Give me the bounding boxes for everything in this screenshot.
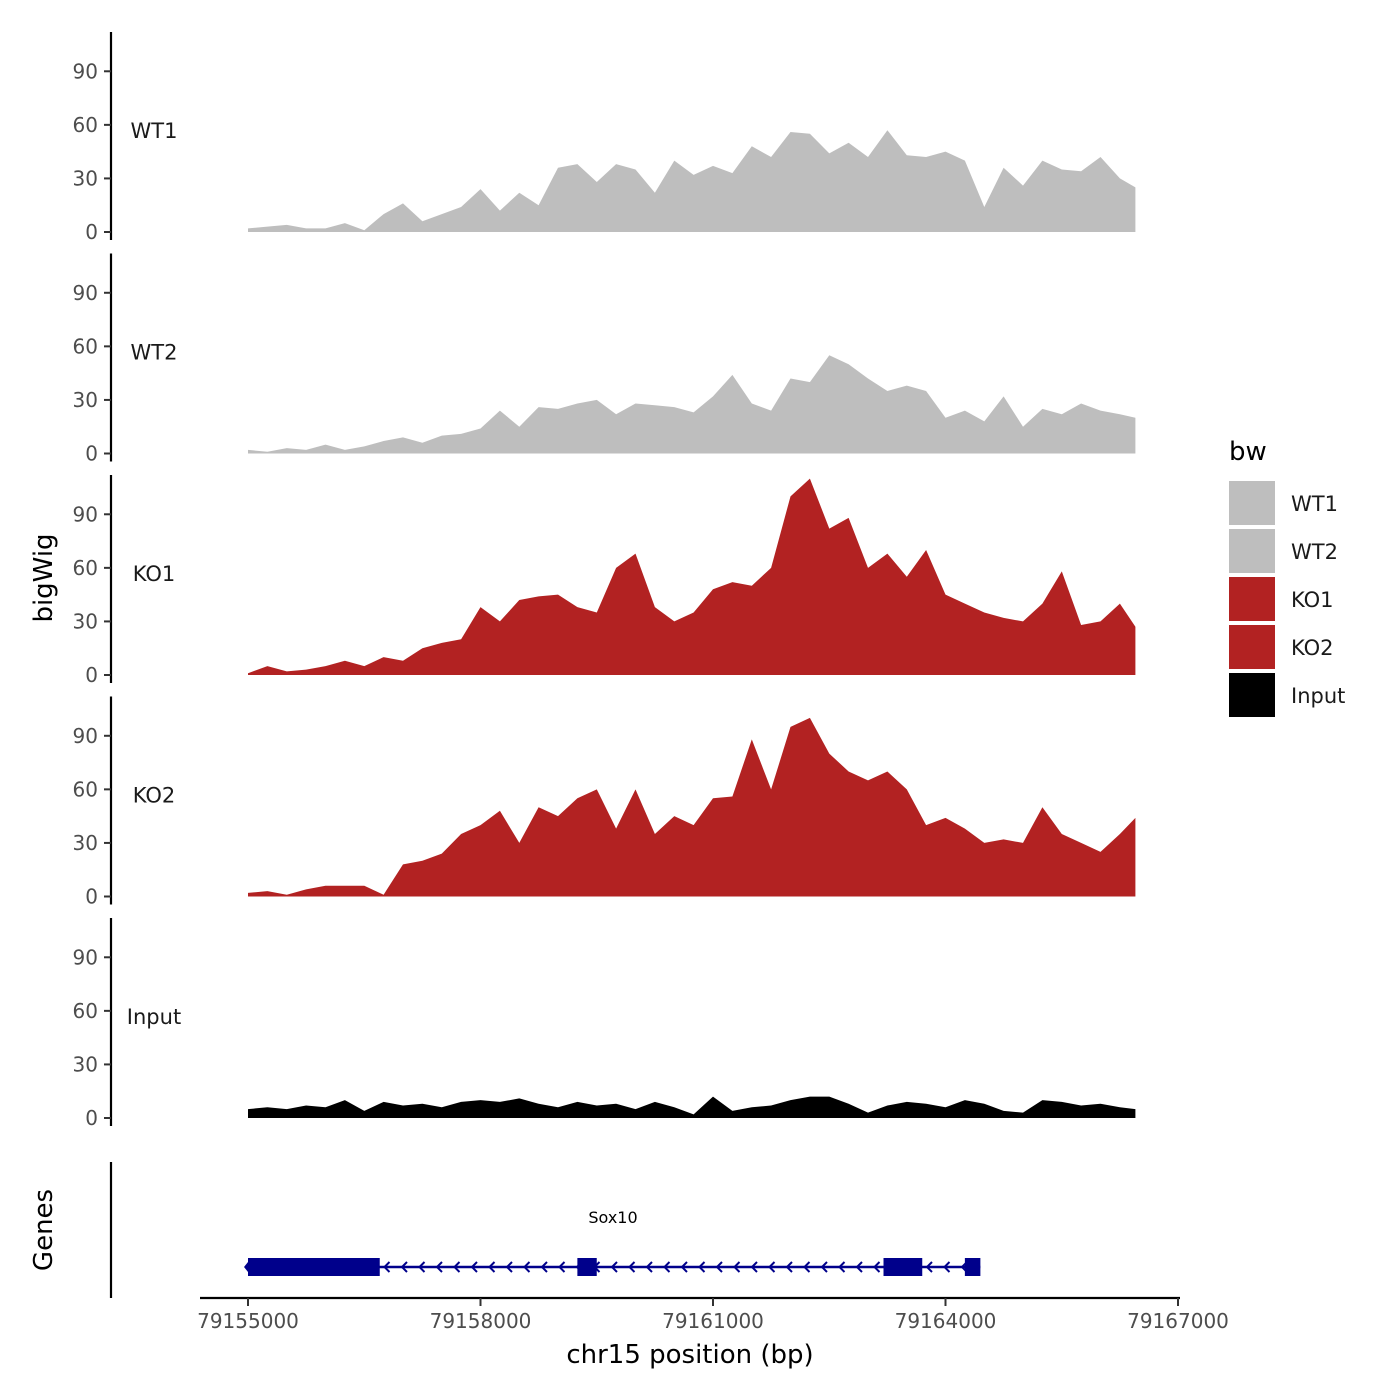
gene-start-cap [244, 1262, 248, 1272]
strand-arrow [418, 1261, 426, 1273]
coverage-tracks: 0 30 60 90 WT1 0 30 60 90 WT2 0 30 60 90 KO1 0 30 60 90 KO2… [73, 32, 1136, 1130]
y-tick-label: 30 [73, 609, 98, 633]
strand-arrow [943, 1261, 951, 1273]
strand-arrow [680, 1261, 688, 1273]
y-tick-label: 90 [73, 724, 98, 748]
strand-arrow [505, 1261, 513, 1273]
gene-sox10: Sox10 [244, 1208, 981, 1276]
strand-arrow [715, 1261, 723, 1273]
coverage-area-wt1 [248, 130, 1136, 232]
strand-arrow [453, 1261, 461, 1273]
strand-arrow [785, 1261, 793, 1273]
legend-label-ko2: KO2 [1291, 636, 1334, 660]
genes-panel: Sox10 [109, 1162, 981, 1298]
legend-title: bw [1229, 437, 1267, 467]
strand-arrow [733, 1261, 741, 1273]
strand-arrow [803, 1261, 811, 1273]
strand-arrow [488, 1261, 496, 1273]
track-label: WT2 [131, 341, 178, 365]
strand-arrow [925, 1261, 933, 1273]
track-ko2: 0 30 60 90 KO2 [73, 696, 1136, 909]
track-input: 0 30 60 90 Input [73, 918, 1136, 1130]
y-tick-label: 30 [73, 388, 98, 412]
strand-arrow [470, 1261, 478, 1273]
strand-arrow [768, 1261, 776, 1273]
strand-arrow [523, 1261, 531, 1273]
track-label: KO1 [133, 562, 176, 586]
y-tick-label: 60 [73, 777, 98, 801]
genes-track-title: Genes [29, 1189, 59, 1271]
y-tick-label: 0 [85, 220, 98, 244]
gene-name-label: Sox10 [588, 1208, 637, 1227]
strand-arrow [558, 1261, 566, 1273]
strand-arrow [698, 1261, 706, 1273]
gene-exon [248, 1258, 380, 1276]
coverage-area-input [248, 1096, 1136, 1118]
strand-arrow [873, 1261, 881, 1273]
gene-exon [577, 1258, 597, 1276]
x-axis: 79155000 79158000 79161000 79164000 79167000 [197, 1296, 1229, 1333]
gene-models: Sox10 [244, 1208, 981, 1276]
track-label: WT1 [131, 119, 178, 143]
y-tick-label: 60 [73, 113, 98, 137]
strand-arrow [540, 1261, 548, 1273]
y-tick-label: 90 [73, 502, 98, 526]
gene-exon [883, 1258, 923, 1276]
x-tick-label: 79158000 [430, 1309, 532, 1333]
y-tick-label: 0 [85, 1106, 98, 1130]
y-tick-label: 90 [73, 281, 98, 305]
strand-arrow [435, 1261, 443, 1273]
strand-arrow [628, 1261, 636, 1273]
y-tick-label: 30 [73, 1052, 98, 1076]
strand-arrow [383, 1261, 391, 1273]
track-label: KO2 [133, 784, 176, 808]
legend-swatch-wt1 [1229, 481, 1275, 525]
x-tick-label: 79167000 [1127, 1309, 1229, 1333]
x-tick-label: 79155000 [197, 1309, 299, 1333]
x-tick-label: 79161000 [662, 1309, 764, 1333]
coverage-area-ko1 [248, 478, 1136, 675]
y-tick-label: 30 [73, 831, 98, 855]
track-wt1: 0 30 60 90 WT1 [73, 32, 1136, 244]
legend: bw WT1 WT2 KO1 KO2 Input [1229, 437, 1345, 717]
track-label: Input [127, 1005, 181, 1029]
x-tick-label: 79164000 [895, 1309, 997, 1333]
strand-arrow [838, 1261, 846, 1273]
legend-label-wt1: WT1 [1291, 492, 1338, 516]
legend-swatch-ko1 [1229, 577, 1275, 621]
gene-exon [964, 1258, 981, 1276]
strand-arrow [820, 1261, 828, 1273]
strand-arrow [750, 1261, 758, 1273]
legend-swatch-input [1229, 673, 1275, 717]
legend-swatch-wt2 [1229, 529, 1275, 573]
y-tick-label: 0 [85, 442, 98, 466]
x-axis-title: chr15 position (bp) [566, 1340, 813, 1370]
coverage-area-ko2 [248, 717, 1136, 897]
legend-swatch-ko2 [1229, 625, 1275, 669]
strand-arrow [855, 1261, 863, 1273]
y-axis-title: bigWig [29, 533, 59, 622]
y-tick-label: 90 [73, 945, 98, 969]
y-tick-label: 60 [73, 556, 98, 580]
strand-arrow [663, 1261, 671, 1273]
y-tick-label: 90 [73, 59, 98, 83]
y-tick-label: 0 [85, 885, 98, 909]
y-tick-label: 60 [73, 334, 98, 358]
legend-label-input: Input [1291, 684, 1345, 708]
track-ko1: 0 30 60 90 KO1 [73, 475, 1136, 687]
y-tick-label: 30 [73, 166, 98, 190]
legend-label-ko1: KO1 [1291, 588, 1334, 612]
strand-arrow [610, 1261, 618, 1273]
track-wt2: 0 30 60 90 WT2 [73, 253, 1136, 466]
legend-label-wt2: WT2 [1291, 540, 1338, 564]
coverage-area-wt2 [248, 355, 1136, 454]
y-tick-label: 60 [73, 999, 98, 1023]
y-tick-label: 0 [85, 663, 98, 687]
strand-arrow [400, 1261, 408, 1273]
strand-arrow [645, 1261, 653, 1273]
